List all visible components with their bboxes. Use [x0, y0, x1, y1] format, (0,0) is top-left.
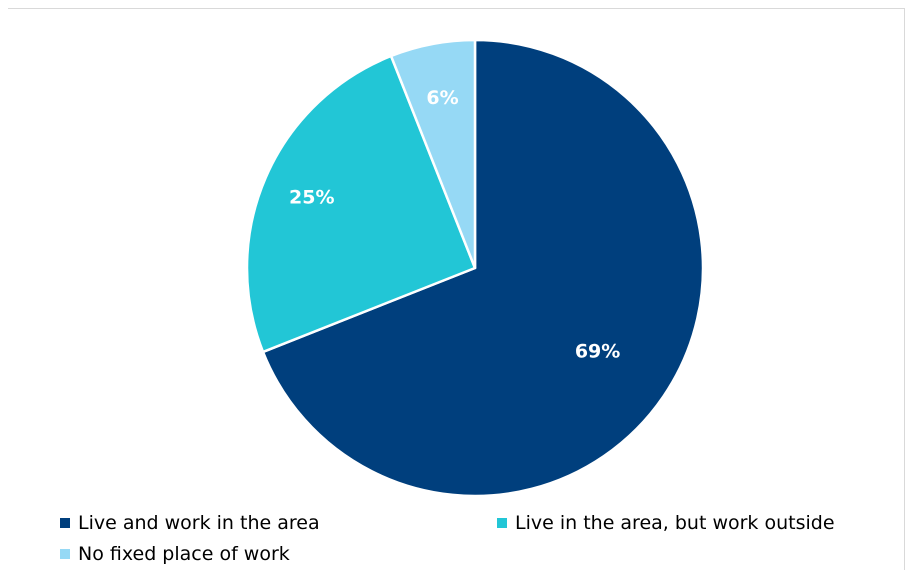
pie-slice-work-outside [245, 54, 477, 354]
slice-label-work-outside: 25% [289, 186, 334, 208]
chart-frame [8, 8, 905, 570]
slice-label-no-fixed-place: 6% [426, 87, 458, 109]
pie-slice-labels: 69% 25% 6% [289, 87, 620, 363]
pie-slice-live-and-work [261, 38, 705, 498]
pie-slice-no-fixed-place [389, 38, 477, 270]
pie-slices [245, 38, 705, 498]
slice-label-live-and-work: 69% [575, 340, 620, 362]
